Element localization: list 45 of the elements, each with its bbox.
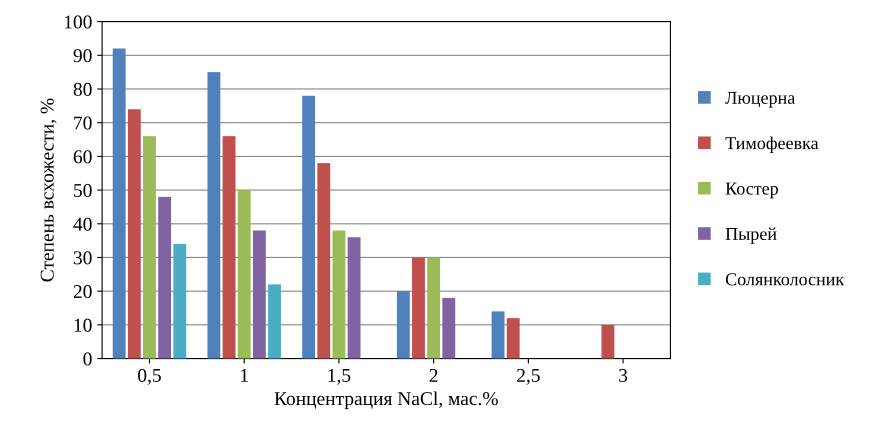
bar [302,96,316,359]
x-tick-label: 1 [241,368,248,382]
y-tick-label: 50 [74,184,92,198]
x-tick-label: 1,5 [328,368,350,385]
bar [222,136,236,359]
bar [506,318,520,359]
y-tick-label: 100 [64,15,92,29]
bar [128,109,141,359]
y-tick-label: 40 [73,218,92,231]
bar [252,230,266,359]
bar [207,72,220,359]
legend-label: Люцерна [725,92,796,108]
bar [268,284,281,359]
y-tick-label: 0 [83,352,92,366]
bar [601,324,614,359]
legend-label: Солянколосник [726,273,844,286]
bar [238,190,251,359]
bar [173,244,186,359]
y-tick-label: 20 [74,284,92,298]
x-tick-label: 2 [430,368,438,382]
bar [396,291,410,359]
legend-label: Пырей [726,227,777,244]
x-tick-label: 3 [619,368,628,382]
bar [348,237,361,359]
y-tick-label: 70 [74,116,92,130]
x-tick-label: 0,5 [138,368,161,385]
bar [317,163,330,359]
y-tick-label: 80 [74,82,92,96]
y-axis-title: Степень всхожести, % [40,98,57,282]
bar [412,257,425,359]
legend-label: Тимофеевка [725,136,818,153]
x-tick-label: 2,5 [517,368,540,385]
bar [492,311,504,359]
bar [112,48,126,359]
y-tick-label: 30 [74,251,92,264]
bar [158,196,172,359]
legend-label: Костер [726,182,778,198]
bar [143,136,156,359]
x-axis-title: Концентрация NaCl, мас.% [274,391,498,410]
bar [332,230,346,359]
y-tick-label: 10 [74,318,92,332]
bar [442,298,456,359]
y-tick-label: 90 [74,49,92,62]
bar [427,257,440,359]
y-tick-label: 60 [74,150,92,164]
